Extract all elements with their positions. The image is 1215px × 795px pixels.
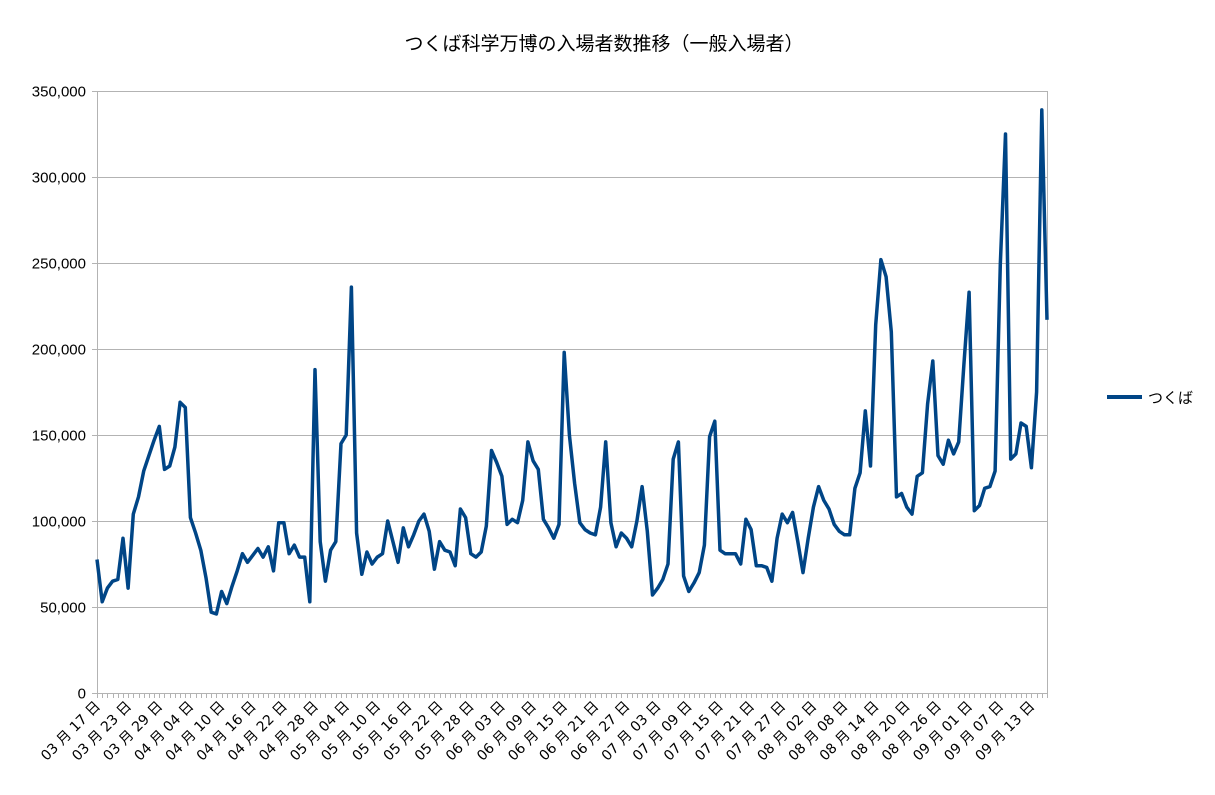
legend-label-tsukuba: つくば — [1148, 389, 1193, 407]
series-line-0 — [95, 108, 1049, 616]
x-axis: 03 月 17 日03 月 23 日03 月 29 日04 月 04 日04 月… — [38, 693, 1048, 764]
gridlines — [92, 91, 1048, 698]
y-tick-label: 300,000 — [32, 170, 86, 187]
y-tick-label: 50,000 — [40, 600, 86, 617]
y-tick-label: 0 — [78, 686, 86, 703]
y-axis-ticks: 0 50,000 100,000 150,000 200,000 250,000 300,0… — [32, 84, 86, 703]
y-tick-label: 150,000 — [32, 428, 86, 445]
y-tick-label: 350,000 — [32, 84, 86, 101]
chart-title: つくば科学万博の入場者数推移（一般入場者） — [404, 33, 803, 55]
y-tick-label: 100,000 — [32, 514, 86, 531]
y-tick-label: 200,000 — [32, 342, 86, 359]
y-tick-label: 250,000 — [32, 256, 86, 273]
series-layer — [95, 108, 1049, 616]
legend: つくば — [1107, 389, 1193, 407]
